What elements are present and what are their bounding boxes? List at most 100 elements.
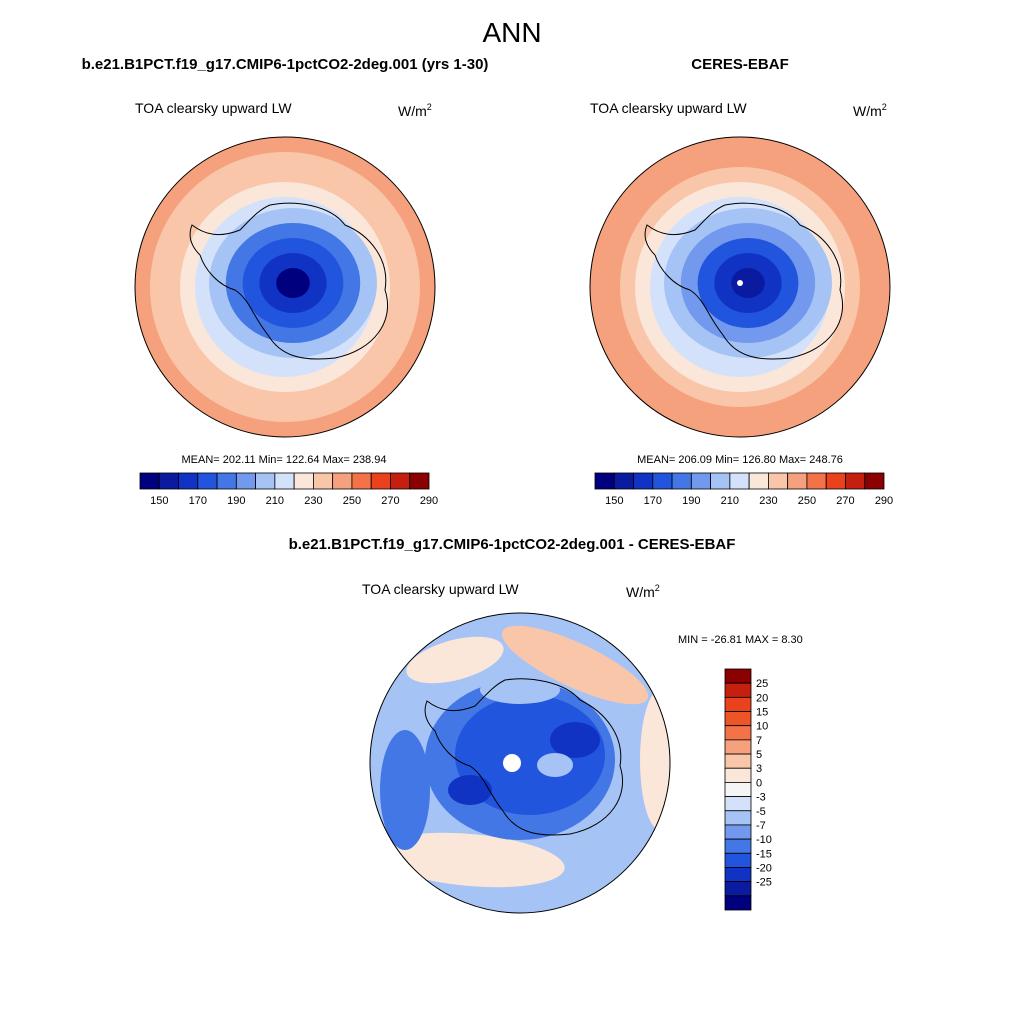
panel-model-colorbar-box <box>216 472 237 490</box>
panel-diff-map-border <box>369 612 671 914</box>
panel-diff-colorbar-label: -10 <box>756 834 772 846</box>
panel-obs-colorbar-box <box>864 472 885 490</box>
panel-obs-colorbar-box <box>768 472 789 490</box>
panel-diff-units-base: W/m <box>626 584 655 600</box>
panel-model-map-border <box>134 136 436 438</box>
panel-obs-units-base: W/m <box>853 103 882 119</box>
panel-model-colorbar-box <box>255 472 276 490</box>
panel-model-colorbar-box <box>390 472 411 490</box>
antarctica-coastline <box>644 202 844 360</box>
panel-diff-colorbar-box <box>724 852 752 868</box>
pole-missing-marker <box>503 754 521 772</box>
panel-diff-colorbar-label: 20 <box>756 692 768 704</box>
panel-diff-colorbar-box <box>724 810 752 826</box>
panel-model-colorbar-box <box>197 472 218 490</box>
figure-title: ANN <box>482 17 541 48</box>
panel-obs-colorbar-label: 230 <box>759 495 777 507</box>
panel-model-colorbar-label: 190 <box>227 495 245 507</box>
panel-diff-colorbar-label: -5 <box>756 806 766 818</box>
panel-diff-colorbar-box <box>724 739 752 755</box>
panel-obs-colorbar-box <box>729 472 750 490</box>
panel-model-colorbar-box <box>139 472 160 490</box>
panel-model-colorbar-box <box>312 472 334 490</box>
panel-obs-colorbar-box <box>787 472 808 490</box>
pole-missing-marker <box>737 280 743 286</box>
panel-obs-colorbar-box <box>594 472 615 490</box>
panel-obs-contour-band <box>731 268 765 298</box>
panel-model-contour-band <box>276 268 310 298</box>
panel-diff-colorbar-label: -3 <box>756 792 766 804</box>
panel-diff-colorbar-box <box>724 725 752 741</box>
panel-diff-colorbar-label: 0 <box>756 777 762 789</box>
panel-diff-units: W/m2 <box>626 583 660 600</box>
panel-obs-map <box>590 137 890 437</box>
panel-diff-colorbar-box <box>724 881 752 897</box>
panel-diff-colorbar-box <box>724 782 752 797</box>
panel-obs-colorbar-label: 150 <box>605 495 623 507</box>
panel-obs-map-border <box>589 136 891 438</box>
panel-diff-colorbar-label: 7 <box>756 735 762 747</box>
panel-model-variable: TOA clearsky upward LW <box>135 100 292 116</box>
panel-obs-colorbar-label: 190 <box>682 495 700 507</box>
panel-obs-colorbar-box <box>748 472 769 490</box>
panel-diff-case-title: b.e21.B1PCT.f19_g17.CMIP6-1pctCO2-2deg.0… <box>289 536 736 553</box>
panel-obs-colorbar-box <box>825 472 846 490</box>
panel-diff-colorbar-box <box>724 796 752 812</box>
panel-diff-colorbar-box <box>724 867 752 883</box>
panel-diff-colorbar-box <box>724 824 752 840</box>
panel-obs-colorbar-box <box>806 472 827 490</box>
panel-diff-colorbar-box <box>724 753 752 769</box>
panel-obs-stats: MEAN= 206.09 Min= 126.80 Max= 248.76 <box>637 454 843 466</box>
panel-obs-colorbar-box <box>671 472 692 490</box>
panel-diff-colorbar-label: 25 <box>756 678 768 690</box>
panel-model-colorbar: 150 170 190 210 230 250 270 290 <box>139 472 438 507</box>
panel-diff-colorbar-box <box>724 696 752 712</box>
panel-model-colorbar-label: 270 <box>381 495 399 507</box>
panel-diff-units-exp: 2 <box>655 583 660 593</box>
panel-model-colorbar-box <box>158 472 179 490</box>
panel-obs-colorbar: 150 170 190 210 230 250 270 290 <box>594 472 893 507</box>
panel-model-colorbar-label: 250 <box>343 495 361 507</box>
panel-model-colorbar-label: 170 <box>189 495 207 507</box>
panel-diff-colorbar-label: -7 <box>756 820 766 832</box>
panel-model-colorbar-label: 150 <box>150 495 168 507</box>
panel-obs-case-title: CERES-EBAF <box>691 56 789 73</box>
panel-diff: b.e21.B1PCT.f19_g17.CMIP6-1pctCO2-2deg.0… <box>289 536 803 914</box>
panel-diff-colorbar-label: -25 <box>756 877 772 889</box>
panel-model-colorbar-label: 210 <box>266 495 284 507</box>
panel-model-colorbar-label: 290 <box>420 495 438 507</box>
panel-diff-variable: TOA clearsky upward LW <box>362 581 519 597</box>
antarctica-coastline <box>189 202 389 360</box>
panel-diff-colorbar-box <box>724 895 752 911</box>
antarctica-coastline <box>424 678 624 836</box>
panel-diff-stats: MIN = -26.81 MAX = 8.30 <box>678 634 803 646</box>
panel-diff-colorbar-box <box>724 838 752 854</box>
panel-diff-colorbar-label: -15 <box>756 848 772 860</box>
panel-model-map <box>135 137 435 437</box>
panel-obs-colorbar-box <box>652 472 673 490</box>
panel-model-colorbar-box <box>351 472 372 490</box>
panel-diff-colorbar: 25 20 15 10 7 5 3 0 -3 -5 -7 -10 -15 -20 -25 <box>724 668 772 911</box>
panel-obs-colorbar-box <box>633 472 654 490</box>
panel-model-colorbar-box <box>332 472 353 490</box>
panel-model-colorbar-label: 230 <box>304 495 322 507</box>
panel-diff-colorbar-box <box>724 711 752 727</box>
panel-obs-colorbar-label: 270 <box>836 495 854 507</box>
panel-obs-colorbar-box <box>845 472 866 490</box>
panel-obs-colorbar-label: 170 <box>644 495 662 507</box>
panel-diff-colorbar-label: 10 <box>756 721 768 733</box>
panel-model-colorbar-box <box>235 472 256 490</box>
panel-diff-colorbar-label: 3 <box>756 763 762 775</box>
panel-model-colorbar-box <box>274 472 295 490</box>
panel-obs-variable: TOA clearsky upward LW <box>590 100 747 116</box>
panel-obs-colorbar-box <box>710 472 731 490</box>
panel-diff-colorbar-box <box>724 682 752 698</box>
panel-obs: CERES-EBAF TOA clearsky upward LW W/m2 M… <box>589 56 893 507</box>
panel-model-case-title: b.e21.B1PCT.f19_g17.CMIP6-1pctCO2-2deg.0… <box>82 56 489 73</box>
panel-model-colorbar-box <box>293 472 314 490</box>
panel-obs-units: W/m2 <box>853 102 887 119</box>
panel-model-units-base: W/m <box>398 103 427 119</box>
panel-diff-map <box>370 613 670 913</box>
panel-obs-colorbar-box <box>690 472 711 490</box>
